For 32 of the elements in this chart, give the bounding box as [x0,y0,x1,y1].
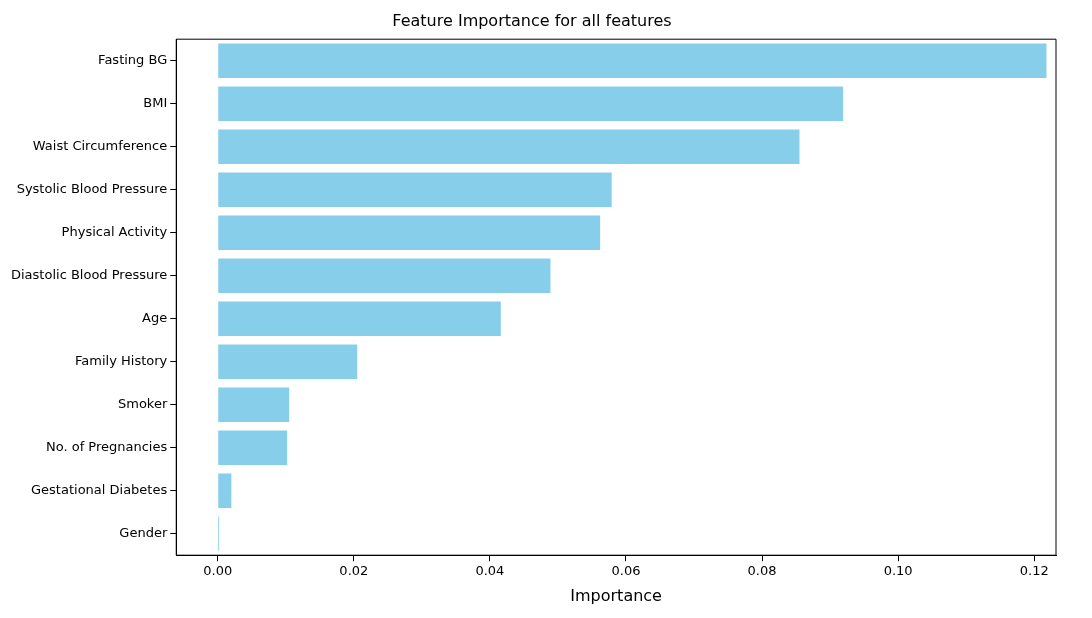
bar [218,43,1047,78]
y-tick-label: Physical Activity [61,224,168,240]
bar [218,258,551,293]
y-tick-label: Smoker [117,396,168,412]
bar [218,430,288,465]
y-tick-label: Systolic Blood Pressure [16,181,168,197]
x-tick-label: 0.04 [475,563,505,579]
y-tick-label: BMI [143,95,168,111]
bar [218,215,601,250]
chart-title: Feature Importance for all features [392,10,672,30]
x-tick-label: 0.12 [1019,563,1049,579]
y-tick-label: No. of Pregnancies [45,439,168,455]
x-tick-label: 0.10 [883,563,913,579]
x-tick-label: 0.00 [203,563,233,579]
bar [218,301,501,336]
bar [218,86,844,121]
x-axis-title: Importance [570,585,662,605]
x-tick-label: 0.08 [747,563,777,579]
x-tick-label: 0.02 [339,563,369,579]
bar [218,344,358,379]
bar [218,129,800,164]
bar [218,387,290,422]
y-tick-label: Fasting BG [98,52,168,68]
y-tick-label: Family History [75,353,168,369]
x-tick-label: 0.06 [611,563,641,579]
y-tick-label: Gestational Diabetes [31,482,168,498]
y-tick-label: Age [142,310,168,326]
bar [218,172,612,207]
y-tick-label: Gender [119,525,168,541]
bar [218,473,232,508]
y-tick-label: Waist Circumference [32,138,168,154]
y-tick-label: Diastolic Blood Pressure [11,267,168,283]
